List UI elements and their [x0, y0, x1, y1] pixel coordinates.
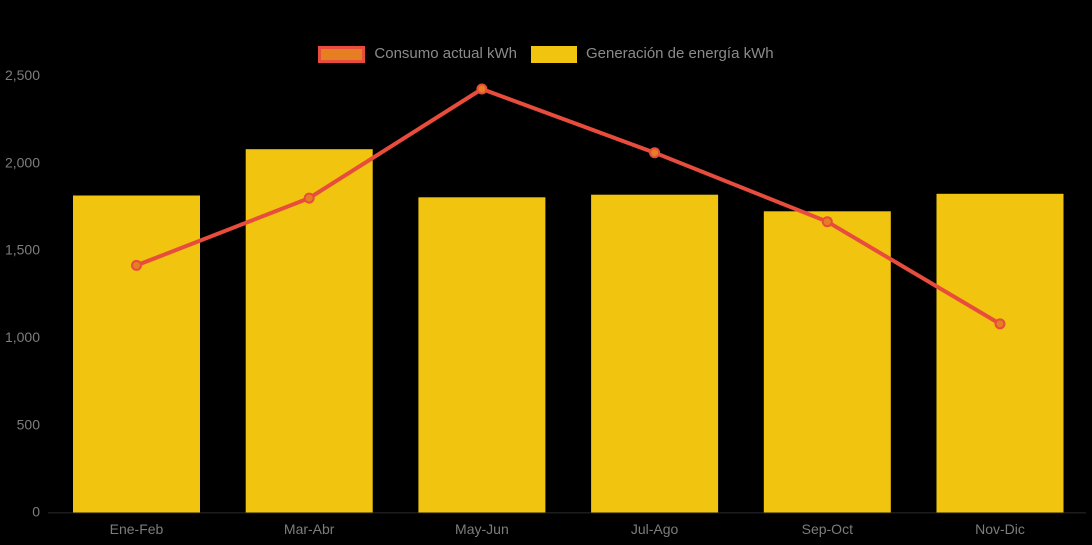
consumption-point[interactable] — [994, 318, 1006, 330]
generation-bar[interactable] — [591, 194, 719, 513]
x-axis-label: Ene-Feb — [110, 521, 164, 537]
generation-bar[interactable] — [245, 149, 373, 513]
x-axis-label: Sep-Oct — [802, 521, 853, 537]
x-axis-label: Mar-Abr — [284, 521, 335, 537]
legend-item-consumo[interactable]: Consumo actual kWh — [318, 45, 517, 63]
generation-bar[interactable] — [936, 193, 1064, 513]
y-tick-label: 1,500 — [5, 242, 40, 258]
y-tick-label: 2,000 — [5, 154, 40, 170]
y-tick-label: 0 — [32, 504, 40, 520]
x-axis-label: Nov-Dic — [975, 521, 1025, 537]
consumption-point[interactable] — [131, 259, 142, 271]
legend-label-consumo: Consumo actual kWh — [374, 45, 517, 62]
consumption-point[interactable] — [821, 216, 833, 228]
y-tick-label: 500 — [17, 416, 41, 432]
consumption-line[interactable] — [134, 87, 1002, 326]
generation-bar[interactable] — [763, 211, 891, 513]
legend-swatch-consumo-icon — [318, 45, 366, 63]
x-axis-label: Jul-Ago — [631, 521, 679, 537]
generation-bar[interactable] — [73, 195, 200, 513]
legend-swatch-generacion-icon — [530, 45, 577, 63]
y-tick-label: 2,500 — [5, 67, 40, 83]
legend-item-generacion[interactable]: Generación de energía kWh — [530, 45, 774, 63]
x-axis-label: May-Jun — [455, 521, 509, 537]
legend-label-generacion: Generación de energía kWh — [585, 45, 774, 62]
consumption-point[interactable] — [303, 192, 315, 204]
legend: Consumo actual kWh Generación de energía… — [0, 45, 1092, 63]
consumption-point[interactable] — [649, 147, 661, 159]
y-tick-label: 1,000 — [5, 329, 40, 345]
generation-bar[interactable] — [418, 197, 546, 513]
consumption-point[interactable] — [476, 83, 488, 95]
